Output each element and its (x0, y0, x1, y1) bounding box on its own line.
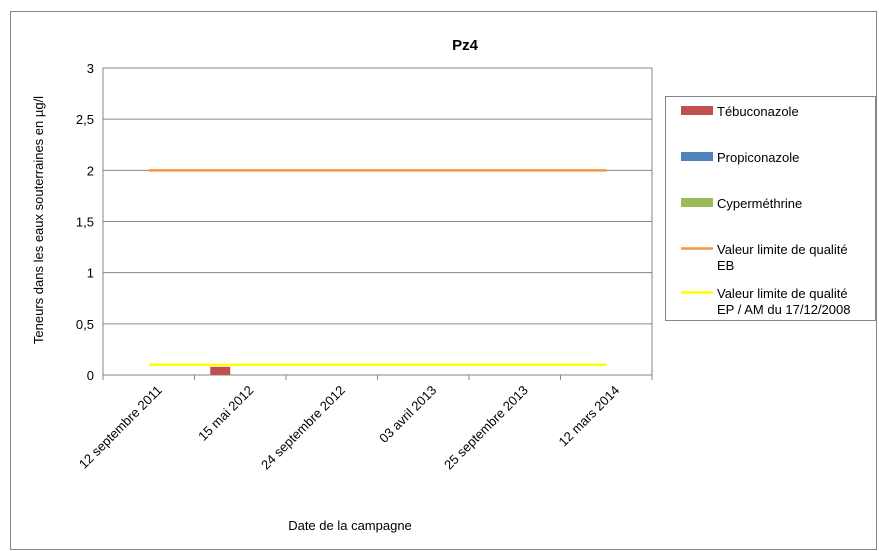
y-tick-label: 1 (87, 266, 94, 281)
legend-swatch (681, 106, 713, 115)
bar-tébuconazole (210, 366, 231, 375)
legend-label: Tébuconazole (717, 104, 799, 119)
y-axis-label: Teneurs dans les eaux souterraines en µg… (31, 96, 46, 344)
y-tick-label: 0 (87, 368, 94, 383)
x-axis-label: Date de la campagne (288, 518, 412, 533)
legend-box (665, 96, 876, 321)
legend-label: Propiconazole (717, 150, 799, 165)
legend-swatch (681, 152, 713, 161)
y-tick-label: 2,5 (76, 112, 94, 127)
legend-label: Cyperméthrine (717, 196, 802, 211)
y-tick-label: 2 (87, 163, 94, 178)
legend-label: Valeur limite de qualité EP / AM du 17/12… (717, 286, 850, 317)
y-tick-label: 3 (87, 61, 94, 76)
y-tick-label: 0,5 (76, 317, 94, 332)
legend: Tébuconazole Propiconazole Cyperméthrine Va… (665, 96, 876, 321)
legend-swatch (681, 198, 713, 207)
y-tick-label: 1,5 (76, 215, 94, 230)
chart-title: Pz4 (452, 37, 479, 54)
legend-label: Valeur limite de qualité EB (717, 242, 848, 273)
